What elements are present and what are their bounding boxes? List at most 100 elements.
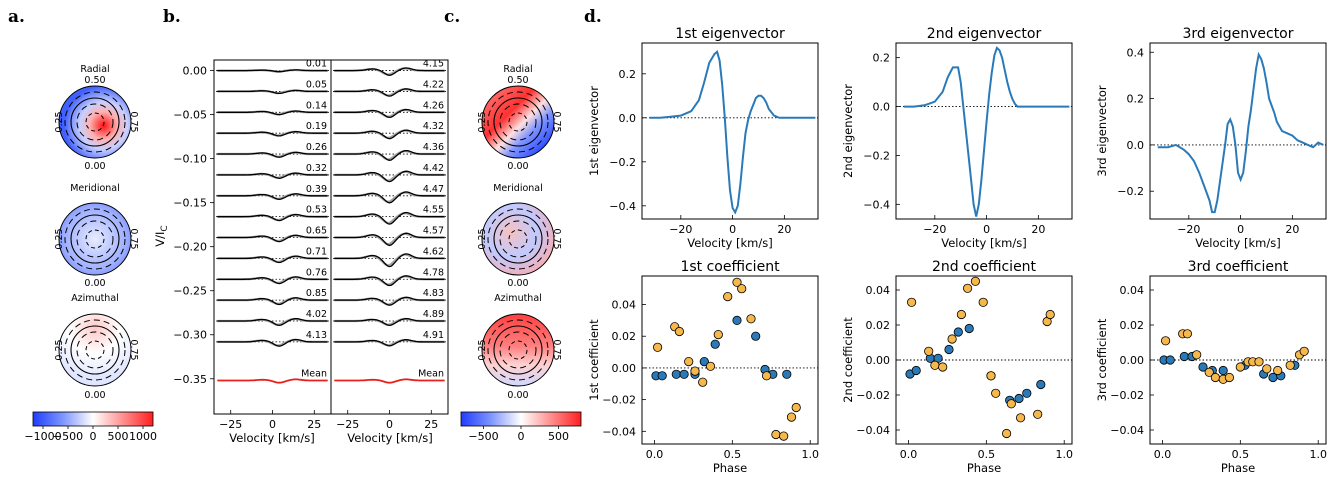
phase-label: 0.76 <box>306 267 327 278</box>
y-tick-label: −0.2 <box>1117 185 1144 198</box>
polar-map-meridional: Meridional 0.25 0.75 0.00 <box>54 183 139 289</box>
scatter-point <box>1182 329 1193 339</box>
ylabel-main: V/I <box>153 232 167 247</box>
y-tick-label: 0.02 <box>612 330 637 343</box>
y-axis-label: 3rd eigenvector <box>1095 85 1109 176</box>
scatter-point <box>1001 428 1012 439</box>
phase-label: 0.71 <box>306 246 327 257</box>
latitude-ring-dashed <box>508 340 528 360</box>
subplot-title: 2nd coefficient <box>932 259 1037 275</box>
scatter-point <box>786 412 797 422</box>
model-profile <box>217 213 328 222</box>
colorbar-strip <box>460 411 582 427</box>
x-axis-label: Velocity [km/s] <box>1195 236 1280 250</box>
y-tick-label: −0.10 <box>173 153 207 166</box>
x-axis-label: Phase <box>967 461 1001 475</box>
y-tick-label: −0.20 <box>173 241 207 254</box>
model-profile <box>217 276 328 285</box>
colorbar-tick-label: −500 <box>468 430 498 443</box>
scatter-point <box>906 297 917 307</box>
phase-label-top: 0.50 <box>84 75 105 86</box>
latitude-ring-dashed <box>487 319 549 381</box>
scatter-point <box>1210 372 1221 383</box>
phase-label: 0.26 <box>306 142 327 153</box>
scatter-point <box>938 362 948 372</box>
panel-label-d: d. <box>584 7 602 27</box>
y-tick-label: −0.2 <box>863 149 890 162</box>
phase-label-top: 0.50 <box>507 75 528 86</box>
ylabel-subscript: C <box>160 225 170 231</box>
scatter-point <box>782 369 792 379</box>
polar-map-azimuthal: Azimuthal 0.25 0.75 0.00 <box>477 293 562 401</box>
model-profile <box>334 191 445 204</box>
phase-label-right: 0.75 <box>128 339 139 360</box>
latitude-ring-dashed <box>76 331 114 369</box>
scatter-point <box>1273 365 1283 376</box>
phase-label-bottom: 0.00 <box>84 390 105 401</box>
y-axis-label: 2nd coefficient <box>841 317 855 403</box>
x-tick-label: 20 <box>777 223 791 236</box>
scatter-point <box>1006 399 1016 409</box>
x-tick-label: 0 <box>386 418 393 431</box>
x-tick-label: 0 <box>1237 223 1244 236</box>
latitude-ring-dashed <box>64 208 126 270</box>
phase-label: 4.62 <box>423 246 444 257</box>
subplot-d-c1: 0.0 0.5 1.0 0.04 0.02 0.00 −0.02 −0.04 1st coeff… <box>587 259 819 475</box>
scatter-point <box>690 366 700 376</box>
panel-c-maps: Radial 0.50 0.25 0.75 0.00 Meridional 0.… <box>460 64 582 443</box>
colorbar-tick-label: 500 <box>548 430 569 443</box>
subplot-d-ev1: −20 0 20 0.2 0.0 −0.2 −0.4 1st eigenvector Veloc… <box>587 26 819 250</box>
latitude-ring-dashed <box>76 220 114 258</box>
scatter-point <box>1262 364 1272 374</box>
phase-label: 4.89 <box>423 309 444 320</box>
polar-map-radial: Radial 0.50 0.25 0.75 0.00 <box>477 64 562 172</box>
eigenvector-line <box>649 50 816 215</box>
map-title: Radial <box>503 64 532 75</box>
latitude-ring-dashed <box>64 319 126 381</box>
y-tick-label: 0.00 <box>866 354 891 367</box>
model-profile <box>334 339 445 347</box>
x-axis-label: Phase <box>713 461 747 475</box>
scatter-point <box>1014 393 1024 404</box>
plot-frame <box>641 275 819 445</box>
x-tick-label: 0 <box>729 223 736 236</box>
scatter-point <box>956 309 967 320</box>
scatter-point <box>779 431 789 441</box>
phase-label-bottom: 0.00 <box>84 161 105 172</box>
colorbar-tick-label: 0 <box>90 430 97 443</box>
y-axis-label: 2nd eigenvector <box>841 84 855 178</box>
latitude-ring-solid <box>493 325 543 375</box>
colorbar-tick-label: 500 <box>108 430 129 443</box>
x-tick-label: 0.5 <box>978 448 996 461</box>
scatter-point <box>1204 367 1214 377</box>
x-tick-label: 0.0 <box>646 448 664 461</box>
y-tick-label: −0.30 <box>173 329 207 342</box>
phase-label: 4.22 <box>423 79 444 90</box>
subplot-d-ev2: −20 0 20 0.2 0.0 −0.2 −0.4 2nd eigenvector Veloc… <box>841 26 1073 250</box>
scatter-point <box>1192 350 1202 360</box>
colorbar-strip <box>32 411 154 427</box>
mean-profile <box>217 378 328 384</box>
phase-label: 4.15 <box>423 59 444 70</box>
colorbar-tick-label: 1000 <box>129 430 157 443</box>
x-tick-label: 0 <box>269 418 276 431</box>
scatter-point <box>1161 336 1171 346</box>
colorbar-a: −1000−500 0 500 1000 <box>24 411 157 443</box>
plot-frame <box>641 42 819 220</box>
y-tick-label: −0.4 <box>863 198 890 211</box>
y-axis-label: 1st coefficient <box>587 319 601 401</box>
phase-label: 0.19 <box>306 121 327 132</box>
phase-label-bottom: 0.00 <box>507 161 528 172</box>
y-tick-label: −0.02 <box>1110 389 1144 402</box>
model-profile <box>334 232 445 247</box>
phase-label-left: 0.25 <box>54 111 65 132</box>
map-title: Meridional <box>70 183 120 194</box>
y-tick-label: 0.0 <box>1127 139 1145 152</box>
model-profile <box>334 296 445 306</box>
y-tick-label: −0.25 <box>173 285 207 298</box>
y-tick-label: −0.04 <box>602 425 636 438</box>
y-tick-label: 0.04 <box>866 284 891 297</box>
latitude-ring-dashed <box>508 229 528 249</box>
scatter-point <box>674 326 685 337</box>
model-profile <box>334 129 445 140</box>
